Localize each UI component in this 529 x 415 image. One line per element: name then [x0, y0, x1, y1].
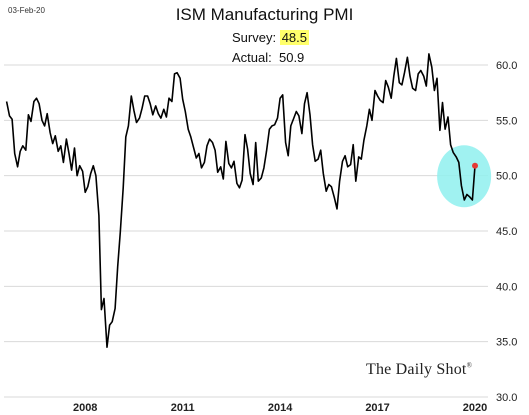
actual-label: Actual:	[232, 50, 272, 65]
actual-label-row: Actual: 50.9	[232, 50, 304, 65]
survey-value: 48.5	[279, 30, 310, 45]
survey-label: Survey:	[232, 30, 277, 45]
y-tick-label: 45.0	[496, 226, 517, 238]
watermark-text: The Daily Shot	[366, 361, 467, 378]
y-tick-label: 40.0	[496, 281, 517, 293]
x-tick-label: 2008	[73, 402, 97, 414]
highlight-layer	[437, 145, 492, 208]
y-tick-label: 50.0	[496, 171, 517, 183]
watermark-registered-mark: ®	[466, 361, 473, 370]
watermark-logo: The Daily Shot®	[366, 361, 472, 379]
y-tick-label: 35.0	[496, 337, 517, 349]
y-tick-label: 30.0	[496, 392, 517, 404]
y-tick-label: 60.0	[496, 60, 517, 72]
highlight-ellipse	[437, 145, 492, 208]
chart-title: ISM Manufacturing PMI	[175, 5, 354, 24]
x-tick-label: 2020	[463, 402, 487, 414]
series-layer	[5, 53, 479, 348]
y-axis: 30.0 35.0 40.0 45.0 50.0 55.0 60.0	[496, 60, 517, 404]
actual-value: 50.9	[278, 50, 305, 65]
y-tick-label: 55.0	[496, 115, 517, 127]
last-point-marker	[472, 162, 479, 169]
x-tick-label: 2017	[365, 402, 389, 414]
series-line	[5, 53, 476, 348]
gridlines	[4, 64, 488, 398]
x-tick-label: 2011	[171, 402, 195, 414]
x-tick-label: 2014	[268, 402, 293, 414]
x-axis: 2008 2011 2014 2017 2020	[73, 402, 487, 414]
survey-label-row: Survey: 48.5	[232, 30, 310, 45]
date-stamp: 03-Feb-20	[8, 6, 45, 15]
